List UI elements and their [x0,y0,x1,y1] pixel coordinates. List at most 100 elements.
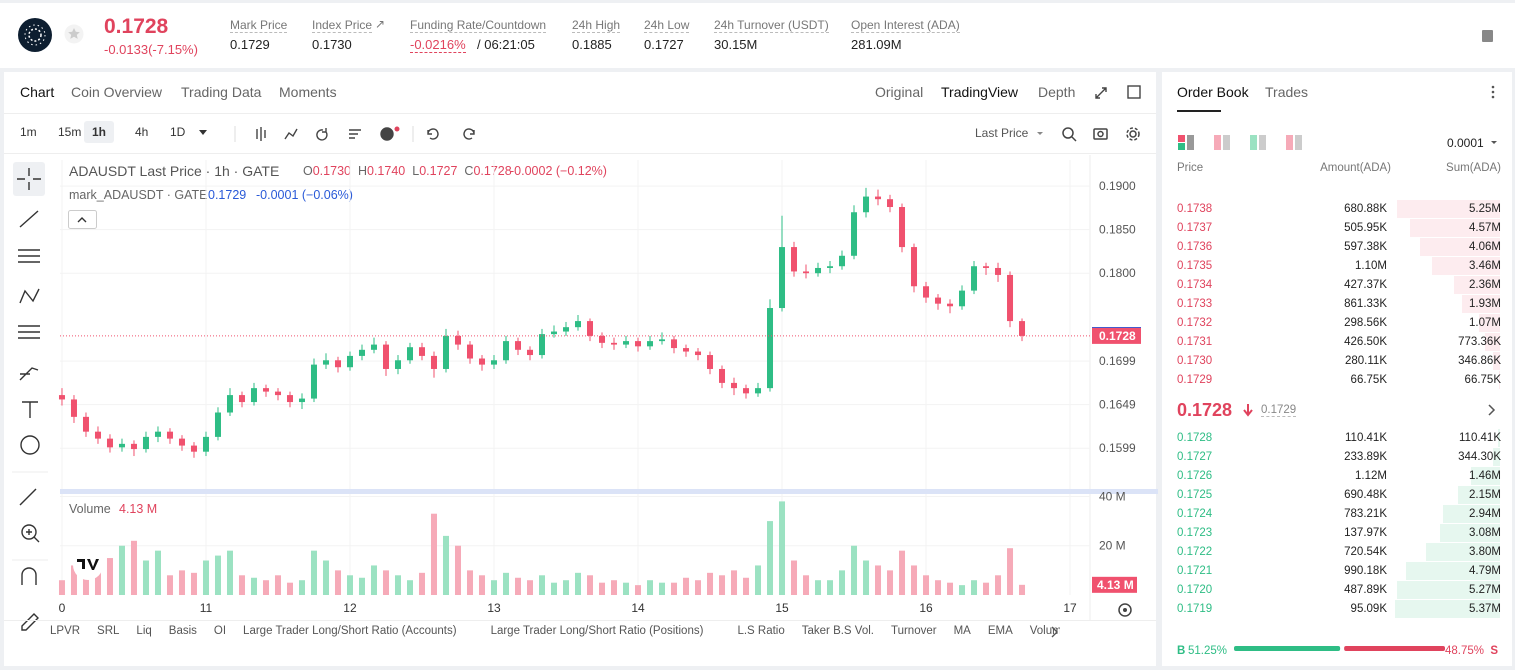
candle-body [454,335,461,345]
candle-body [106,438,113,448]
mark-title: mark_ADAUSDT · GATE [69,188,208,202]
volume-bar [286,582,293,595]
amount: 280.11K [1345,355,1387,367]
candle-body [863,196,870,213]
indicator[interactable]: L.S Ratio [737,625,785,637]
favorite-star[interactable] [64,24,84,44]
indicator[interactable]: EMA [987,625,1013,637]
amount: 597.38K [1344,241,1387,253]
interval[interactable]: 1D [170,125,186,139]
volume-bar [310,550,317,595]
indicator[interactable]: Large Trader Long/Short Ratio (Positions… [490,625,704,637]
depth-bar [1493,352,1500,370]
stat-value: 0.1730 [312,37,352,52]
precision[interactable]: 0.0001 [1447,136,1484,150]
scroll-right[interactable] [1048,625,1062,639]
volume-bar [142,560,149,595]
indicator[interactable]: OI [213,625,227,637]
interval[interactable]: 4h [135,125,149,139]
sum: 2.36M [1469,279,1501,291]
interval[interactable]: 15m [58,125,82,139]
amount: 110.41K [1345,432,1387,444]
volume-bar [815,580,822,595]
indicator[interactable]: Basis [168,625,197,637]
price: 0.1737 [1177,222,1213,234]
sum: 4.79M [1469,565,1501,577]
mid-arrow[interactable] [1487,404,1497,416]
view-icons[interactable] [1093,84,1153,102]
depth-bar [1432,257,1500,275]
price: 0.1729 [1177,374,1213,386]
stat-value: -0.0216% [410,37,466,53]
down-arrow [1243,404,1253,417]
candle-body [406,347,413,361]
y-tick-label: 0.1900 [1099,179,1136,193]
volume-bar [490,580,497,595]
ohlc-label: H [357,164,367,178]
view-tab[interactable]: Depth [1038,84,1076,100]
candle-body [611,342,618,345]
volume-bar [767,521,774,595]
tab[interactable]: Moments [279,84,337,100]
col-head: Sum(ADA) [1446,162,1501,174]
candle-body [358,349,365,356]
more[interactable] [1488,84,1498,100]
view-tab[interactable]: Original [875,84,924,100]
volume-bar [154,550,161,595]
view-tab[interactable]: TradingView [941,84,1019,100]
book-tab[interactable]: Trades [1265,84,1309,100]
indicator[interactable]: Turnover [890,625,937,637]
candle-body [767,308,774,389]
candle-body [214,412,221,437]
depth-bar [1499,371,1500,389]
tab[interactable]: Trading Data [181,84,262,100]
indicator[interactable]: SRL [97,625,120,637]
indicator[interactable]: MA [953,625,971,637]
volume-bar [635,585,642,595]
settings-icon[interactable] [1480,28,1496,44]
y-tick-label: 0.1649 [1099,398,1136,412]
volume-bar [935,580,942,595]
depth-bar [1454,276,1500,294]
candle-body [298,398,305,403]
volume-bar [298,580,305,595]
volume-bar [502,572,509,595]
indicator[interactable]: Liq [136,625,152,637]
volume-bar [851,545,858,595]
axis-settings[interactable] [1116,601,1134,619]
collapse-legend[interactable] [68,210,97,229]
volume-bar [983,582,990,595]
volume-bar [82,575,89,595]
price: 0.1728 [1177,432,1213,444]
candle-body [647,341,654,347]
drawing-toolbar[interactable] [10,160,52,640]
book-tab[interactable]: Order Book [1177,84,1249,100]
volume-bar [827,580,834,595]
candle-body [166,431,173,439]
indicator[interactable]: LPVR [50,625,81,637]
last-price-tag [1092,327,1141,344]
candle-body [1019,321,1026,336]
indicator[interactable]: Large Trader Long/Short Ratio (Accounts) [243,625,457,637]
tab[interactable]: Chart [20,84,55,100]
chart-tools[interactable] [195,126,515,142]
volume-bar [346,575,353,595]
candle-body [707,355,714,369]
candle-body [959,290,966,307]
chart-actions[interactable] [1034,126,1144,142]
depth-bar [1462,295,1500,313]
ohlc-value: 0.1728 [473,164,512,178]
interval[interactable]: 1m [20,125,37,139]
candle-body [599,335,606,343]
price-type[interactable]: Last Price [975,126,1029,140]
buy-sell-ratio: B 51.25% 48.75% S [1177,645,1498,657]
interval[interactable]: 1h [84,121,115,143]
stat-label: Open Interest (ADA) [851,18,960,33]
tab[interactable]: Coin Overview [71,84,163,100]
price: 0.1723 [1177,527,1213,539]
book-layout-icons[interactable] [1178,134,1308,152]
candle-body [971,266,978,291]
indicator[interactable]: Taker B.S Vol. [801,625,874,637]
candle-body [851,212,858,256]
sum: 346.86K [1458,355,1501,367]
